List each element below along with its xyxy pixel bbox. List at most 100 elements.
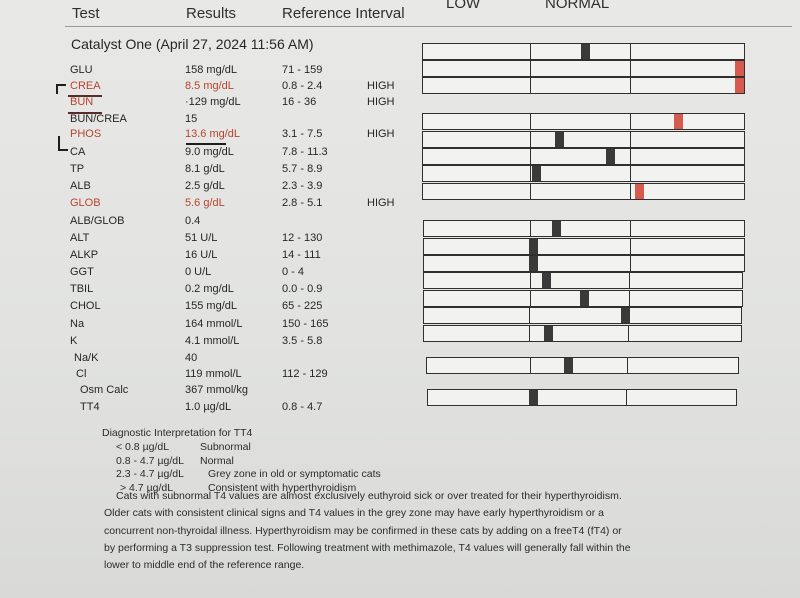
range-bar <box>422 165 745 182</box>
high-flag: HIGH <box>367 80 395 92</box>
range-divider <box>530 221 531 236</box>
test-name: ALKP <box>70 249 99 261</box>
diagnostic-meaning: Grey zone in old or symptomatic cats <box>208 468 381 480</box>
result-marker <box>674 114 683 129</box>
reference-interval: 150 - 165 <box>282 318 329 330</box>
column-header-reference: Reference Interval <box>282 5 405 22</box>
range-divider <box>630 256 631 271</box>
result-marker <box>635 184 644 199</box>
range-divider <box>530 149 531 164</box>
pen-underline-crea <box>68 95 102 97</box>
test-name: Na/K <box>74 352 99 364</box>
range-divider <box>630 221 631 236</box>
test-name: CREA <box>70 80 101 92</box>
result-row: PHOS 13.6 mg/dL 3.1 - 7.5 HIGH <box>0 126 800 142</box>
test-name: GLOB <box>70 197 101 209</box>
test-result: 16 U/L <box>185 249 218 261</box>
range-divider <box>630 184 631 199</box>
result-marker <box>542 273 551 288</box>
range-divider <box>626 390 627 405</box>
test-result: 0.2 mg/dL <box>185 283 234 295</box>
test-result: 0 U/L <box>185 266 212 278</box>
range-bar <box>423 238 745 255</box>
result-row: CREA 8.5 mg/dL 0.8 - 2.4 HIGH <box>0 78 800 94</box>
test-name: K <box>70 335 78 347</box>
test-name: BUN/CREA <box>70 113 127 125</box>
test-name: ALB <box>70 180 91 192</box>
pen-underline-phos <box>186 143 226 145</box>
test-result: 5.6 g/dL <box>185 197 225 209</box>
diagnostic-line: Older cats with consistent clinical sign… <box>104 507 604 520</box>
test-result: 15 <box>185 113 198 125</box>
diagnostic-title: Diagnostic Interpretation for TT4 <box>102 427 253 439</box>
result-row: GGT 0 U/L 0 - 4 <box>0 264 800 280</box>
range-bar <box>422 113 745 130</box>
result-row: BUN ·129 mg/dL 16 - 36 HIGH <box>0 94 800 110</box>
pen-bracket-phos-tick <box>58 149 68 151</box>
range-divider <box>530 291 531 306</box>
reference-interval: 0.0 - 0.9 <box>282 283 323 295</box>
range-bar <box>423 220 745 237</box>
reference-interval: 5.7 - 8.9 <box>282 163 323 175</box>
range-bar <box>422 43 745 60</box>
reference-interval: 2.8 - 5.1 <box>282 197 323 209</box>
high-flag: HIGH <box>367 197 395 209</box>
result-row: CA 9.0 mg/dL 7.8 - 11.3 <box>0 144 800 160</box>
range-divider <box>529 308 530 323</box>
range-bar <box>423 290 743 307</box>
diagnostic-line: by performing a T3 suppression test. Fol… <box>104 541 631 554</box>
test-result: 2.5 g/dL <box>185 180 225 192</box>
result-row: ALT 51 U/L 12 - 130 <box>0 230 800 246</box>
result-marker <box>555 132 564 147</box>
test-name: Na <box>70 318 85 330</box>
range-divider <box>630 166 631 181</box>
diagnostic-text: Cats with subnormal T4 values are almost… <box>104 488 784 574</box>
test-name: ALT <box>70 232 90 244</box>
test-result: 4.1 mmol/L <box>185 335 240 347</box>
result-row: Osm Calc 367 mmol/kg <box>0 382 800 398</box>
result-row: K 4.1 mmol/L 3.5 - 5.8 <box>0 333 800 349</box>
range-divider <box>530 61 531 76</box>
result-marker <box>735 61 744 76</box>
range-bar <box>423 272 743 289</box>
reference-interval: 0 - 4 <box>282 266 305 278</box>
column-header-low: LOW <box>446 0 481 12</box>
result-row: CHOL 155 mg/dL 65 - 225 <box>0 298 800 314</box>
range-bar <box>422 183 745 200</box>
test-name: TT4 <box>80 401 100 413</box>
range-divider <box>530 166 531 181</box>
reference-interval: 0.8 - 2.4 <box>282 80 323 92</box>
test-name: GLU <box>70 64 93 76</box>
test-result: ·129 mg/dL <box>185 96 241 108</box>
test-result: 40 <box>185 352 198 364</box>
range-divider <box>530 358 531 373</box>
reference-interval: 2.3 - 3.9 <box>282 180 323 192</box>
test-result: 367 mmol/kg <box>185 384 248 396</box>
reference-interval: 12 - 130 <box>282 232 323 244</box>
range-divider <box>630 61 631 76</box>
column-header-normal: NORMAL <box>545 0 610 12</box>
test-name: GGT <box>70 266 94 278</box>
reference-interval: 112 - 129 <box>282 368 328 380</box>
result-row: BUN/CREA 15 <box>0 111 800 127</box>
reference-interval: 3.1 - 7.5 <box>282 128 323 140</box>
range-divider <box>627 358 628 373</box>
result-row: ALKP 16 U/L 14 - 111 <box>0 247 800 263</box>
diagnostic-meaning: Subnormal <box>200 441 251 453</box>
test-result: 8.1 g/dL <box>185 163 225 175</box>
result-row: TT4 1.0 µg/dL 0.8 - 4.7 <box>0 399 800 415</box>
range-bar <box>422 77 745 94</box>
test-name: CHOL <box>70 300 101 312</box>
result-row: GLOB 5.6 g/dL 2.8 - 5.1 HIGH <box>0 195 800 211</box>
test-name: TP <box>70 163 85 175</box>
range-bar <box>423 325 742 342</box>
range-divider <box>629 273 630 288</box>
diagnostic-meaning: Normal <box>200 455 234 467</box>
result-row: TBIL 0.2 mg/dL 0.0 - 0.9 <box>0 281 800 297</box>
range-bar <box>426 357 739 374</box>
range-divider <box>530 184 531 199</box>
test-result: 51 U/L <box>185 232 218 244</box>
reference-interval: 14 - 111 <box>282 249 321 261</box>
test-result: 158 mg/dL <box>185 64 237 76</box>
result-marker <box>544 326 553 341</box>
